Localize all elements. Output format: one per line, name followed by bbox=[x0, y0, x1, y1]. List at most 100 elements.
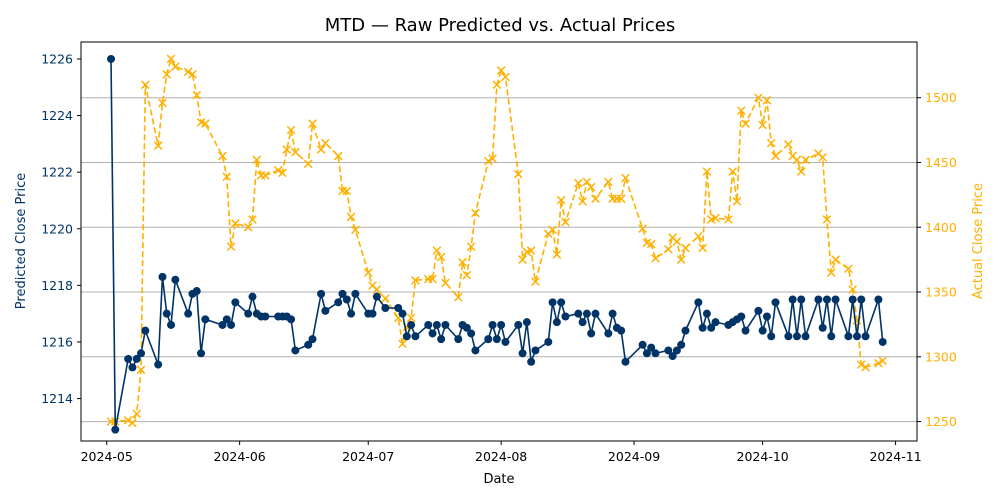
data-point bbox=[852, 332, 861, 341]
data-point bbox=[513, 169, 523, 179]
data-point bbox=[368, 309, 377, 318]
data-point bbox=[574, 309, 583, 318]
data-point bbox=[252, 155, 262, 165]
data-point bbox=[428, 274, 437, 284]
data-point bbox=[874, 295, 883, 304]
data-point bbox=[488, 154, 497, 163]
right-tick-label: 1450 bbox=[925, 155, 957, 170]
data-point bbox=[111, 425, 120, 434]
data-point bbox=[552, 250, 562, 259]
data-point bbox=[848, 295, 857, 304]
data-point bbox=[848, 285, 858, 294]
data-point bbox=[218, 320, 227, 329]
right-tick-label: 1400 bbox=[925, 220, 957, 235]
data-point bbox=[762, 95, 772, 105]
left-tick-label: 1216 bbox=[41, 334, 73, 349]
data-point bbox=[462, 323, 471, 332]
right-y-axis-title: Actual Close Price bbox=[971, 183, 986, 299]
data-point bbox=[844, 264, 853, 274]
data-point bbox=[321, 306, 330, 315]
data-point bbox=[291, 346, 300, 355]
data-point bbox=[441, 320, 450, 329]
data-point bbox=[578, 197, 587, 206]
x-tick-label: 2024-10 bbox=[737, 449, 789, 464]
data-point bbox=[158, 272, 167, 281]
data-point bbox=[200, 119, 210, 128]
data-point bbox=[321, 138, 330, 148]
data-point bbox=[291, 147, 300, 157]
data-point bbox=[827, 332, 836, 341]
data-point bbox=[664, 244, 673, 254]
data-point bbox=[617, 326, 626, 335]
data-point bbox=[711, 213, 720, 223]
x-tick-label: 2024-07 bbox=[342, 449, 394, 464]
data-point bbox=[818, 152, 828, 162]
data-point bbox=[402, 332, 411, 341]
data-point bbox=[664, 346, 673, 355]
data-point bbox=[454, 335, 463, 344]
right-y-axis: 1250 1300 1350 1400 1450 1500 bbox=[917, 90, 957, 429]
data-point bbox=[226, 242, 236, 252]
data-point bbox=[856, 360, 866, 369]
x-axis: 2024-05 2024-06 2024-07 2024-08 2024-09 2024-… bbox=[81, 441, 922, 464]
data-point bbox=[874, 358, 883, 368]
data-point bbox=[303, 159, 313, 169]
data-point bbox=[462, 270, 472, 280]
data-point bbox=[642, 349, 651, 358]
data-point bbox=[861, 332, 870, 341]
data-point bbox=[582, 309, 591, 318]
data-point bbox=[784, 332, 793, 341]
plot-frame bbox=[80, 41, 918, 442]
data-point bbox=[458, 257, 467, 267]
data-point bbox=[141, 326, 150, 335]
data-point bbox=[728, 167, 737, 176]
data-point bbox=[107, 54, 116, 63]
data-point bbox=[171, 275, 180, 284]
data-point bbox=[467, 329, 476, 338]
data-point bbox=[188, 70, 197, 79]
data-point bbox=[801, 155, 810, 165]
right-tick-label: 1350 bbox=[925, 285, 957, 300]
data-point bbox=[183, 67, 193, 77]
data-point bbox=[162, 309, 171, 318]
x-axis-title: Date bbox=[483, 472, 514, 487]
data-point bbox=[192, 90, 202, 100]
series-line bbox=[111, 58, 884, 424]
data-point bbox=[496, 66, 506, 75]
predicted-series bbox=[107, 54, 887, 434]
data-point bbox=[398, 309, 407, 318]
data-point bbox=[736, 106, 746, 115]
data-point bbox=[638, 224, 647, 233]
left-tick-label: 1226 bbox=[41, 51, 73, 66]
data-point bbox=[154, 360, 163, 369]
data-point bbox=[398, 339, 407, 349]
data-point bbox=[754, 306, 763, 315]
data-point bbox=[754, 93, 763, 103]
data-point bbox=[707, 323, 716, 332]
data-point bbox=[192, 287, 201, 296]
data-point bbox=[153, 141, 163, 150]
data-point bbox=[681, 326, 690, 335]
data-point bbox=[676, 255, 686, 264]
data-point bbox=[578, 318, 587, 327]
left-tick-label: 1214 bbox=[41, 391, 73, 406]
left-tick-label: 1224 bbox=[41, 108, 73, 123]
data-point bbox=[621, 357, 630, 366]
data-point bbox=[694, 298, 703, 307]
data-point bbox=[527, 357, 536, 366]
data-point bbox=[372, 292, 381, 301]
left-tick-label: 1222 bbox=[41, 165, 73, 180]
data-point bbox=[603, 177, 613, 187]
data-point bbox=[608, 309, 617, 318]
data-point bbox=[677, 340, 686, 349]
data-point bbox=[861, 362, 870, 372]
data-point bbox=[136, 365, 146, 375]
x-tick-label: 2024-05 bbox=[81, 449, 133, 464]
data-point bbox=[218, 151, 227, 161]
data-point bbox=[766, 138, 776, 148]
data-point bbox=[822, 215, 832, 224]
data-point bbox=[227, 320, 236, 329]
data-point bbox=[548, 225, 557, 235]
data-point bbox=[698, 243, 707, 253]
